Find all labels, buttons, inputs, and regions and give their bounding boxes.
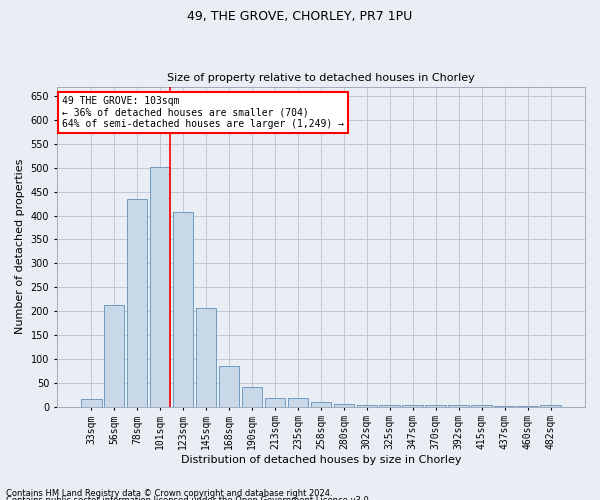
Bar xyxy=(425,404,446,406)
Bar xyxy=(150,167,170,406)
Bar xyxy=(311,402,331,406)
Bar xyxy=(173,212,193,406)
Y-axis label: Number of detached properties: Number of detached properties xyxy=(15,159,25,334)
Bar xyxy=(379,404,400,406)
Bar xyxy=(334,404,354,406)
Bar xyxy=(541,404,561,406)
Bar xyxy=(242,388,262,406)
Title: Size of property relative to detached houses in Chorley: Size of property relative to detached ho… xyxy=(167,73,475,83)
Bar xyxy=(448,404,469,406)
Text: 49 THE GROVE: 103sqm
← 36% of detached houses are smaller (704)
64% of semi-deta: 49 THE GROVE: 103sqm ← 36% of detached h… xyxy=(62,96,344,130)
Text: Contains HM Land Registry data © Crown copyright and database right 2024.: Contains HM Land Registry data © Crown c… xyxy=(6,488,332,498)
Text: 49, THE GROVE, CHORLEY, PR7 1PU: 49, THE GROVE, CHORLEY, PR7 1PU xyxy=(187,10,413,23)
Bar xyxy=(218,366,239,406)
X-axis label: Distribution of detached houses by size in Chorley: Distribution of detached houses by size … xyxy=(181,455,461,465)
Bar xyxy=(265,398,285,406)
Bar xyxy=(81,400,101,406)
Bar xyxy=(196,308,217,406)
Bar xyxy=(403,404,423,406)
Text: Contains public sector information licensed under the Open Government Licence v3: Contains public sector information licen… xyxy=(6,496,371,500)
Bar xyxy=(127,199,148,406)
Bar xyxy=(356,404,377,406)
Bar xyxy=(287,398,308,406)
Bar xyxy=(472,404,492,406)
Bar xyxy=(104,305,124,406)
